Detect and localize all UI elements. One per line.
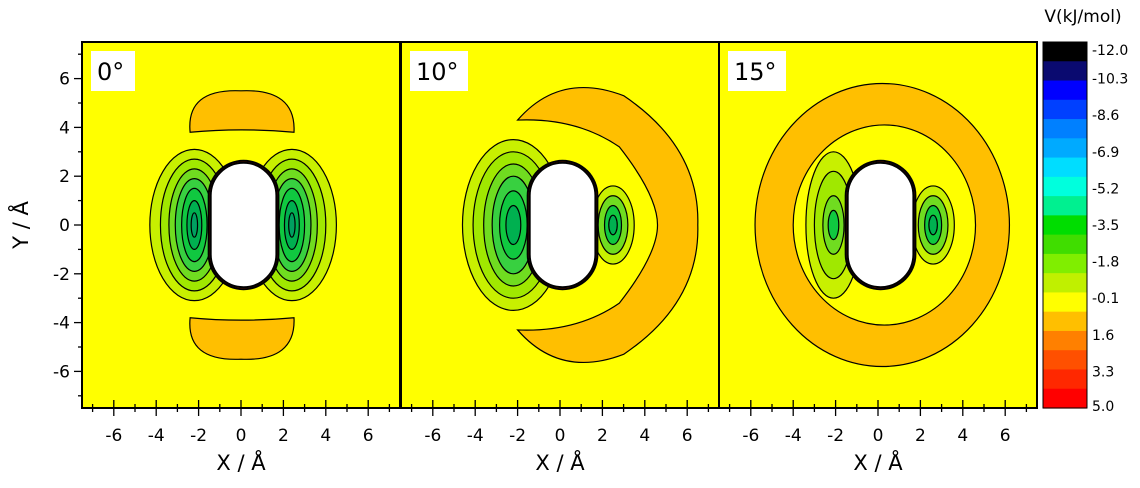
positive-lobe-crescent bbox=[516, 86, 699, 364]
x-tick-label: 6 bbox=[1000, 426, 1011, 446]
colorbar-segment bbox=[1043, 42, 1087, 62]
colorbar-segment bbox=[1043, 61, 1087, 82]
colorbar-segment bbox=[1043, 196, 1087, 216]
panel-label: 15° bbox=[728, 51, 786, 91]
panel-label-text: 0° bbox=[97, 58, 124, 86]
colorbar-tick-label: -5.2 bbox=[1092, 181, 1119, 197]
x-tick-label: 4 bbox=[957, 426, 968, 446]
positive-lobe-top bbox=[189, 90, 295, 133]
x-tick-label: 2 bbox=[915, 426, 926, 446]
well-left-level-6 bbox=[190, 212, 199, 238]
colorbar: -12.0 -10.3 -8.6 -6.9 -5.2 -3.5 -1.8 -0.1 1.6 3.3… bbox=[1042, 7, 1128, 415]
x-tick-label: -4 bbox=[467, 426, 484, 446]
x-tick-label: 0 bbox=[236, 426, 247, 446]
x-axis-label: X / Å bbox=[216, 449, 266, 475]
panel-0-deg: 0° -6 -4 -2 0 2 4 6 X / Å -6 -4 -2 0 2 4 6 Y / Å bbox=[7, 41, 401, 475]
colorbar-segment bbox=[1043, 273, 1087, 294]
contour-panels: 0° -6 -4 -2 0 2 4 6 X / Å -6 -4 -2 0 2 4 6 Y / Å 10° -6 -4 -… bbox=[7, 41, 1038, 475]
panel-10-deg: 10° -6 -4 -2 0 2 4 6 X / Å bbox=[400, 41, 720, 475]
y-tick-label: -4 bbox=[53, 314, 70, 334]
excluded-core bbox=[846, 161, 915, 289]
colorbar-tick-label: -6.9 bbox=[1092, 145, 1119, 161]
positive-lobe-ring bbox=[754, 82, 1011, 368]
colorbar-tick-label: -0.1 bbox=[1092, 291, 1119, 307]
x-tick-label: 0 bbox=[873, 426, 884, 446]
x-tick-label: -2 bbox=[190, 426, 207, 446]
x-tick-label: -4 bbox=[148, 426, 165, 446]
colorbar-segment bbox=[1043, 311, 1087, 332]
y-tick-label: -2 bbox=[53, 265, 70, 285]
colorbar-tick-label: 1.6 bbox=[1092, 328, 1114, 344]
colorbar-tick-label: 5.0 bbox=[1092, 399, 1114, 415]
contour-regions bbox=[461, 86, 699, 364]
colorbar-segment bbox=[1043, 176, 1087, 197]
colorbar-segment bbox=[1043, 350, 1087, 371]
x-axis-label: X / Å bbox=[853, 449, 903, 475]
positive-lobe-bottom bbox=[189, 317, 295, 360]
well-left-level-3 bbox=[827, 209, 840, 241]
x-tick-label: -4 bbox=[785, 426, 802, 446]
colorbar-tick-label: -8.6 bbox=[1092, 108, 1119, 124]
colorbar-tick-label: 3.3 bbox=[1092, 364, 1114, 380]
panel-label-text: 10° bbox=[416, 58, 459, 86]
x-tick-label: 4 bbox=[320, 426, 331, 446]
y-tick-label: 0 bbox=[59, 216, 70, 236]
x-tick-label: 4 bbox=[639, 426, 650, 446]
y-tick-label: 2 bbox=[59, 167, 70, 187]
panel-15-deg: 15° -6 -4 -2 0 2 4 6 X / Å bbox=[718, 41, 1038, 475]
colorbar-segment bbox=[1043, 80, 1087, 101]
y-tick-label: -6 bbox=[53, 362, 70, 382]
excluded-core bbox=[209, 161, 278, 289]
x-tick-label: 6 bbox=[363, 426, 374, 446]
contour-regions bbox=[149, 90, 338, 360]
x-axis-label: X / Å bbox=[535, 449, 585, 475]
colorbar-segment bbox=[1043, 138, 1087, 159]
well-left-level-5 bbox=[505, 204, 522, 246]
x-tick-label: 0 bbox=[555, 426, 566, 446]
colorbar-segment bbox=[1043, 99, 1087, 120]
well-right-level-3 bbox=[608, 214, 618, 236]
x-tick-label: 6 bbox=[682, 426, 693, 446]
colorbar-tick-label: -12.0 bbox=[1092, 43, 1128, 59]
x-tick-label: -6 bbox=[105, 426, 122, 446]
y-tick-label: 6 bbox=[59, 70, 70, 90]
panel-label-text: 15° bbox=[734, 58, 777, 86]
colorbar-tick-label: -3.5 bbox=[1092, 218, 1119, 234]
y-tick-label: 4 bbox=[59, 118, 70, 138]
panel-label-box bbox=[410, 51, 468, 91]
colorbar-segment bbox=[1043, 119, 1087, 139]
x-tick-label: -2 bbox=[509, 426, 526, 446]
panel-label-box bbox=[728, 51, 786, 91]
colorbar-segment bbox=[1043, 369, 1087, 390]
x-tick-label: -6 bbox=[742, 426, 759, 446]
panel-label: 10° bbox=[410, 51, 468, 91]
x-tick-label: 2 bbox=[597, 426, 608, 446]
colorbar-segment bbox=[1043, 157, 1087, 178]
colorbar-segment bbox=[1043, 234, 1087, 255]
x-tick-label: 2 bbox=[278, 426, 289, 446]
colorbar-tick-label: -1.8 bbox=[1092, 255, 1119, 271]
excluded-core bbox=[528, 161, 597, 289]
colorbar-tick-label: -10.3 bbox=[1092, 72, 1128, 88]
x-tick-label: -6 bbox=[424, 426, 441, 446]
well-right-level-3 bbox=[928, 214, 938, 236]
x-tick-label: -2 bbox=[827, 426, 844, 446]
well-right-level-6 bbox=[288, 212, 296, 238]
y-axis-label: Y / Å bbox=[7, 201, 33, 250]
colorbar-segment bbox=[1043, 388, 1087, 409]
colorbar-frame bbox=[1042, 41, 1088, 409]
colorbar-segment bbox=[1043, 330, 1087, 351]
colorbar-segment bbox=[1043, 253, 1087, 274]
colorbar-segment bbox=[1043, 292, 1087, 313]
panel-label-box bbox=[91, 51, 135, 91]
panel-label: 0° bbox=[91, 51, 135, 91]
colorbar-title: V(kJ/mol) bbox=[1044, 7, 1121, 27]
contour-regions bbox=[754, 82, 1011, 368]
colorbar-segment bbox=[1043, 215, 1087, 236]
